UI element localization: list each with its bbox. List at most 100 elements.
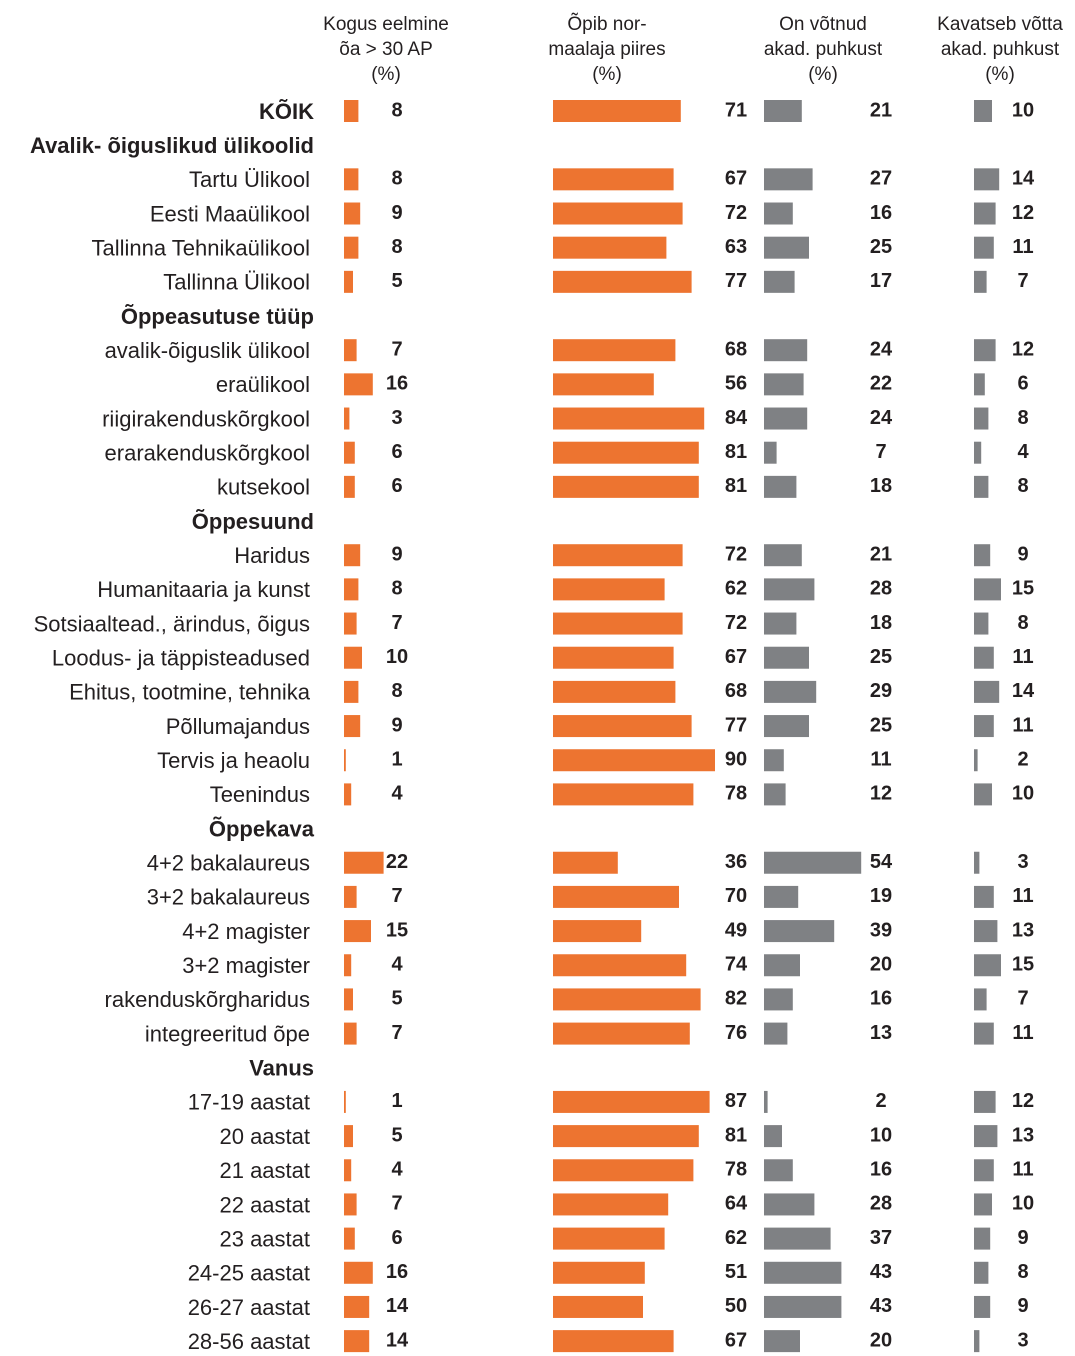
bar (344, 544, 361, 567)
bar (974, 544, 991, 567)
bar (764, 1295, 842, 1318)
value-label: 11 (1012, 236, 1033, 258)
bar (553, 373, 654, 396)
value-label: 5 (391, 270, 402, 292)
bar (974, 373, 985, 396)
bar (974, 1125, 998, 1148)
bar (553, 100, 681, 122)
value-label: 3 (1017, 1329, 1028, 1351)
bar (344, 441, 355, 464)
bar (344, 1193, 357, 1216)
value-label: 3 (1017, 851, 1028, 873)
bar (344, 168, 359, 191)
value-label: 51 (725, 1261, 747, 1283)
column-header: Kavatseb võtta akad. puhkust (%) (937, 14, 1063, 85)
bar (553, 680, 676, 703)
bar (553, 202, 683, 225)
value-label: 71 (725, 99, 747, 121)
value-label: 4 (391, 1159, 403, 1181)
value-label: 10 (1012, 1193, 1034, 1215)
value-label: 11 (1012, 1022, 1033, 1044)
bar (974, 680, 1000, 703)
bar (344, 851, 384, 874)
value-label: 7 (1017, 270, 1028, 292)
bar (764, 475, 797, 498)
row-label: 17-19 aastat (188, 1090, 310, 1115)
bar (764, 851, 862, 874)
value-label: 7 (391, 1022, 402, 1044)
bar (974, 578, 1001, 601)
bar (974, 646, 994, 669)
value-label: 81 (725, 475, 747, 497)
bar (344, 920, 371, 943)
bar (344, 783, 352, 806)
bar (553, 1261, 645, 1284)
row-label: 3+2 bakalaureus (147, 885, 310, 910)
value-label: 9 (1017, 543, 1028, 565)
value-label: 15 (1012, 578, 1034, 600)
bar (553, 168, 674, 191)
bar (764, 783, 786, 806)
value-label: 27 (870, 168, 892, 190)
bar (974, 885, 994, 908)
value-label: 21 (870, 543, 892, 565)
bar (344, 100, 359, 122)
value-label: 22 (870, 373, 892, 395)
value-label: 64 (725, 1193, 748, 1215)
value-label: 16 (386, 373, 408, 395)
value-label: 36 (725, 851, 747, 873)
value-label: 4 (391, 954, 403, 976)
row-label: 23 aastat (219, 1226, 310, 1251)
column-header: Õpib nor- maalaja piires (%) (548, 14, 666, 85)
bar (974, 236, 994, 259)
bar (344, 715, 361, 738)
group-label: Vanus (249, 1056, 314, 1081)
bar (344, 202, 361, 225)
value-label: 68 (725, 338, 747, 360)
row-label: rakenduskõrgharidus (105, 987, 310, 1012)
value-label: 74 (725, 954, 748, 976)
value-label: 22 (386, 851, 408, 873)
row-label: avalik-õiguslik ülikool (105, 338, 310, 363)
group-label: Õppekava (209, 816, 315, 841)
bar (764, 749, 784, 772)
value-label: 9 (391, 543, 402, 565)
bar (974, 783, 992, 806)
value-label: 50 (725, 1295, 747, 1317)
bar (344, 749, 346, 772)
value-label: 2 (1017, 749, 1028, 771)
bar (764, 339, 808, 362)
value-label: 1 (391, 1090, 402, 1112)
bar (553, 270, 692, 293)
value-label: 9 (391, 202, 402, 224)
value-label: 20 (870, 1329, 892, 1351)
bar (553, 988, 701, 1011)
bar (344, 407, 350, 430)
bar (764, 544, 802, 567)
value-label: 39 (870, 919, 892, 941)
bar (764, 270, 795, 293)
bar (974, 202, 996, 225)
value-label: 24 (870, 338, 893, 360)
value-label: 8 (1017, 475, 1028, 497)
value-label: 78 (725, 783, 747, 805)
bar (764, 578, 815, 601)
bar (764, 680, 817, 703)
row-label: Teenindus (210, 782, 310, 807)
bar (553, 578, 665, 601)
value-label: 8 (391, 99, 402, 121)
row-label: Sotsiaaltead., ärindus, õigus (34, 611, 310, 636)
row-label: 4+2 bakalaureus (147, 851, 310, 876)
value-label: 25 (870, 236, 892, 258)
value-label: 13 (1012, 1124, 1034, 1146)
bar (974, 1295, 991, 1318)
value-label: 67 (725, 168, 747, 190)
row-label: Eesti Maaülikool (150, 201, 310, 226)
value-label: 8 (1017, 612, 1028, 634)
value-label: 24 (870, 407, 893, 429)
value-label: 28 (870, 578, 892, 600)
bar (553, 475, 699, 498)
value-label: 90 (725, 749, 747, 771)
bar (553, 1330, 674, 1353)
value-label: 11 (1012, 885, 1033, 907)
